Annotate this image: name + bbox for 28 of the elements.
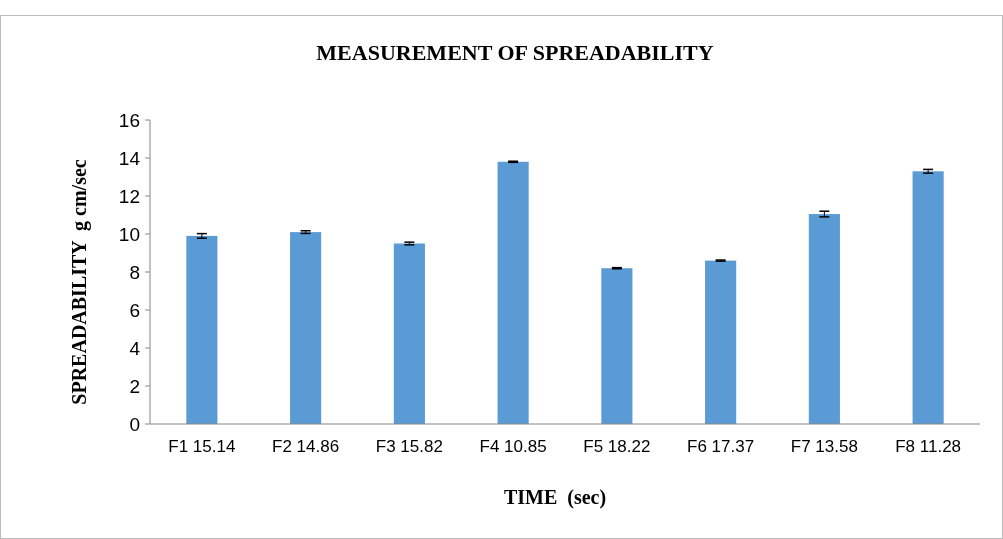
x-axis-title: TIME (sec): [503, 486, 607, 509]
y-axis-title: SPREADABILITY g cm/sec: [68, 159, 91, 405]
x-tick-label: F4 10.85: [479, 437, 547, 456]
bar: [705, 260, 737, 424]
x-tick-label: F6 17.37: [687, 437, 755, 456]
y-tick-label: 6: [129, 299, 140, 321]
y-tick-label: 10: [118, 223, 140, 245]
y-tick-label: 4: [129, 337, 141, 359]
bar: [290, 232, 322, 424]
bar: [393, 243, 425, 424]
chart-title: MEASUREMENT OF SPREADABILITY: [316, 40, 714, 65]
y-tick-label: 16: [118, 109, 140, 131]
x-tick-label: F2 14.86: [272, 437, 340, 456]
bar: [808, 214, 840, 424]
x-tick-label: F5 18.22: [583, 437, 651, 456]
y-tick-label: 0: [129, 413, 140, 435]
x-tick-label: F7 13.58: [790, 437, 858, 456]
y-tick-label: 12: [118, 185, 140, 207]
x-tick-label: F3 15.82: [375, 437, 443, 456]
bar: [497, 161, 529, 424]
y-tick-label: 8: [129, 261, 140, 283]
bar: [186, 235, 218, 424]
bar: [912, 171, 944, 424]
y-tick-label: 14: [118, 147, 141, 169]
y-tick-label: 2: [129, 375, 140, 397]
x-tick-label: F1 15.14: [168, 437, 236, 456]
x-tick-label: F8 11.28: [895, 437, 962, 456]
bar: [601, 268, 633, 424]
